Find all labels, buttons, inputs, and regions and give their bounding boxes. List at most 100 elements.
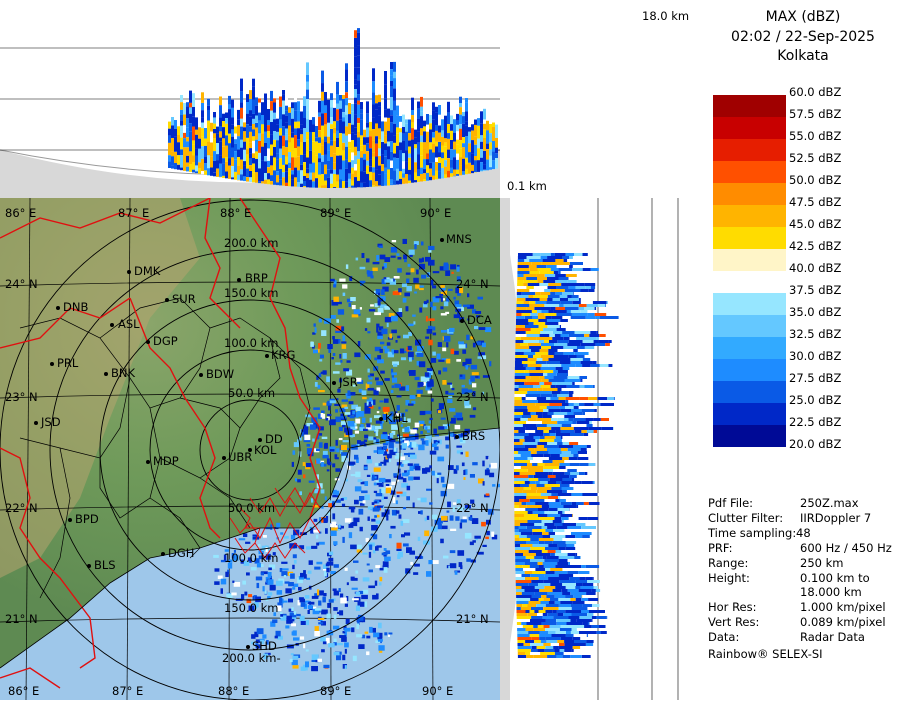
profile-echo — [390, 69, 393, 75]
profile-echo — [556, 526, 567, 529]
profile-echo — [480, 142, 483, 149]
profile-echo — [312, 142, 315, 152]
profile-echo — [423, 121, 426, 127]
profile-echo — [528, 448, 534, 451]
echo-pixel — [462, 385, 465, 388]
echo-pixel — [399, 514, 402, 518]
echo-pixel — [393, 497, 396, 503]
profile-echo — [384, 168, 387, 174]
profile-echo — [527, 406, 540, 409]
profile-echo — [381, 179, 384, 186]
echo-pixel — [344, 628, 350, 632]
profile-echo — [345, 69, 348, 77]
profile-echo — [318, 162, 321, 174]
profile-echo — [551, 385, 556, 388]
profile-echo — [195, 135, 198, 149]
profile-echo — [390, 152, 393, 161]
echo-pixel — [323, 641, 327, 644]
profile-echo — [183, 161, 186, 171]
profile-echo — [390, 62, 393, 69]
echo-pixel — [456, 359, 461, 362]
profile-echo — [515, 385, 519, 388]
city-label: MNS — [446, 232, 472, 246]
echo-pixel — [324, 444, 328, 449]
profile-echo — [468, 132, 471, 144]
profile-echo — [524, 382, 539, 385]
city-dot — [460, 319, 464, 323]
profile-echo — [375, 169, 378, 181]
profile-echo — [573, 421, 577, 424]
profile-echo — [554, 271, 558, 274]
profile-echo — [542, 535, 550, 538]
echo-pixel — [485, 537, 489, 540]
profile-echo — [574, 481, 582, 484]
colorbar-tick-label: 20.0 dBZ — [789, 437, 841, 451]
echo-pixel — [385, 317, 392, 322]
profile-echo — [288, 113, 291, 126]
profile-echo — [336, 147, 339, 156]
profile-echo — [577, 355, 585, 358]
city-dot — [146, 460, 150, 464]
echo-pixel — [413, 321, 415, 324]
profile-echo — [553, 472, 565, 475]
profile-echo — [571, 316, 586, 319]
radar-map[interactable]: 86° E 87° E 88° E 89° E 90° E 86° E 87° … — [0, 198, 500, 700]
profile-echo — [258, 182, 261, 183]
profile-echo — [345, 63, 348, 69]
profile-echo — [276, 140, 279, 153]
profile-echo — [547, 655, 557, 658]
echo-pixel — [331, 315, 336, 319]
colorbar-swatch — [713, 95, 786, 117]
north-south-height-profile — [0, 0, 500, 198]
profile-echo — [171, 156, 174, 165]
profile-echo — [456, 170, 459, 174]
echo-pixel — [389, 334, 392, 339]
echo-pixel — [333, 339, 338, 344]
profile-echo — [231, 148, 234, 158]
profile-echo — [549, 505, 563, 508]
profile-echo — [423, 169, 426, 173]
echo-pixel — [391, 482, 395, 485]
profile-echo — [396, 169, 399, 181]
profile-echo — [354, 98, 357, 104]
profile-echo — [333, 162, 336, 170]
profile-echo — [231, 177, 234, 179]
echo-pixel — [486, 493, 490, 495]
profile-echo — [544, 523, 554, 526]
profile-echo — [570, 262, 583, 265]
profile-echo — [456, 131, 459, 140]
profile-echo — [264, 156, 267, 161]
profile-echo — [186, 141, 189, 147]
profile-echo — [515, 391, 528, 394]
profile-echo — [581, 586, 594, 589]
profile-echo — [219, 131, 222, 137]
echo-pixel — [342, 284, 347, 288]
profile-echo — [258, 141, 261, 153]
profile-echo — [438, 172, 441, 179]
echo-pixel — [298, 470, 302, 475]
profile-echo — [534, 523, 544, 526]
profile-echo — [548, 475, 556, 478]
profile-echo — [189, 103, 192, 108]
colorbar-swatch — [713, 205, 786, 227]
profile-echo — [189, 91, 192, 103]
profile-echo — [544, 499, 555, 502]
profile-echo — [522, 400, 538, 403]
colorbar-swatch — [713, 315, 786, 337]
echo-pixel — [320, 637, 326, 641]
echo-pixel — [410, 255, 413, 257]
echo-pixel — [428, 340, 432, 346]
profile-echo — [210, 123, 213, 132]
echo-pixel — [451, 272, 453, 274]
profile-echo — [261, 102, 264, 115]
echo-pixel — [461, 519, 467, 522]
echo-pixel — [366, 538, 369, 542]
profile-echo — [297, 170, 300, 182]
profile-echo — [607, 397, 614, 400]
echo-pixel — [390, 433, 393, 438]
profile-echo — [306, 150, 309, 157]
profile-echo — [318, 113, 321, 117]
profile-echo — [411, 98, 414, 110]
echo-pixel — [419, 258, 422, 262]
profile-echo — [571, 361, 581, 364]
